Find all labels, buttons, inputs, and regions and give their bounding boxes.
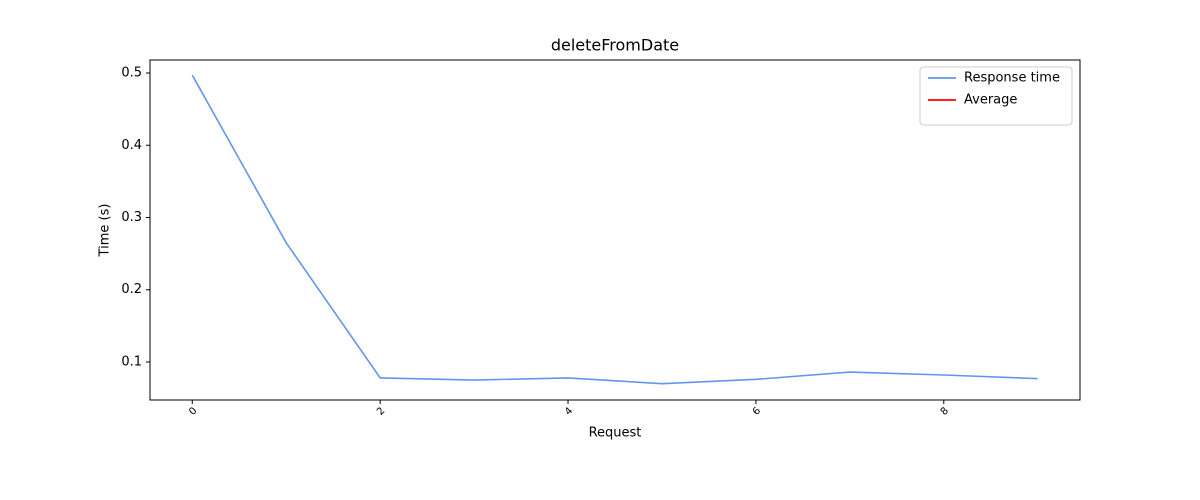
y-tick-label: 0.4 [121,138,142,153]
line-series [191,74,1038,385]
x-tick-label: 8 [939,405,951,417]
x-tick-label: 4 [563,405,575,417]
y-tick-label: 0.1 [121,354,142,369]
y-tick-label: 0.5 [121,66,142,81]
y-axis-label: Time (s) [98,204,113,258]
legend-label: Response time [964,71,1060,86]
legend-label: Average [964,93,1017,108]
y-tick-label: 0.3 [121,210,142,225]
x-tick-label: 2 [375,405,387,417]
y-tick-label: 0.2 [121,282,142,297]
x-tick-label: 0 [187,405,199,417]
x-axis-label: Request [589,426,642,441]
plot-frame [149,59,1081,401]
x-tick-label: 6 [751,405,763,417]
chart-title: deleteFromDate [551,36,679,55]
legend-box [919,66,1073,126]
